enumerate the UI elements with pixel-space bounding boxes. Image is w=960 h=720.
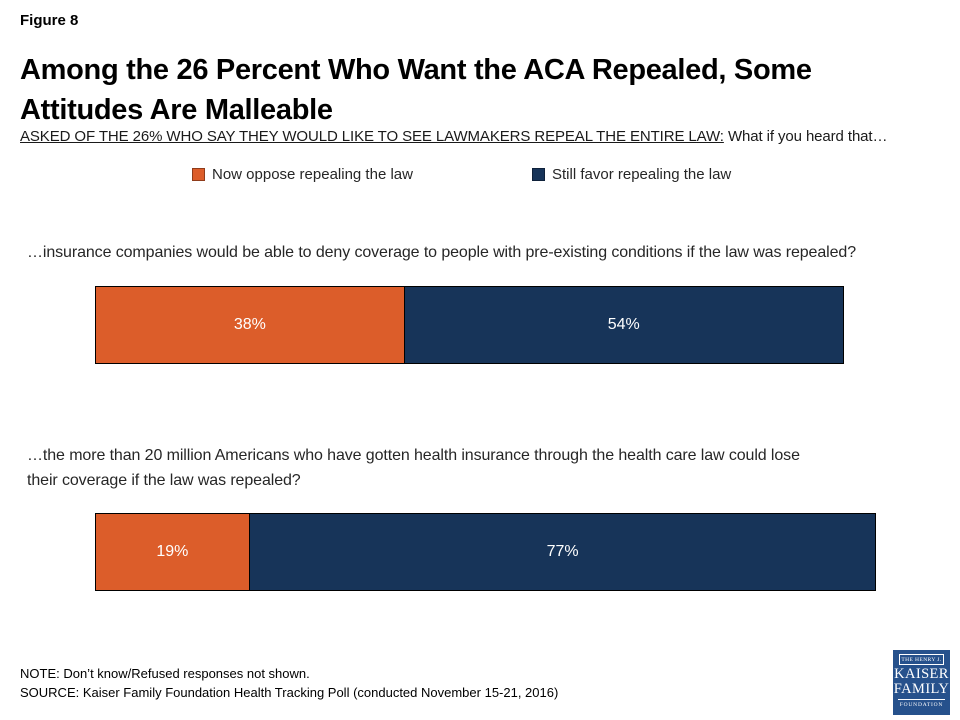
subtitle-asked-of: ASKED OF THE 26% WHO SAY THEY WOULD LIKE… [20,128,724,145]
legend-swatch-oppose-icon [192,168,205,181]
bar-1-favor-value-label: 54% [607,316,640,333]
legend-item-oppose: Now oppose repealing the law [192,166,413,183]
bar-2-segment-oppose: 19% [95,513,250,591]
bar-row-2: 19% 77% [95,513,877,591]
subtitle: ASKED OF THE 26% WHO SAY THEY WOULD LIKE… [20,128,950,145]
footer-note: NOTE: Don’t know/Refused responses not s… [20,666,310,681]
bar-1-oppose-value-label: 38% [233,316,266,333]
bar-2-segment-favor: 77% [248,513,877,591]
bar-1-segment-favor: 54% [403,286,844,364]
footer-source: SOURCE: Kaiser Family Foundation Health … [20,685,559,700]
legend-label-favor: Still favor repealing the law [552,166,732,183]
bar-row-1: 38% 54% [95,286,844,364]
logo-line-the-henry-j: THE HENRY J. [899,654,944,665]
bar-2-favor-value-label: 77% [546,543,579,560]
legend-swatch-favor-icon [532,168,545,181]
logo-line-kaiser: KAISER [894,665,949,682]
figure-label: Figure 8 [20,12,79,29]
bar-2-oppose-value-label: 19% [156,543,189,560]
legend-label-oppose: Now oppose repealing the law [212,166,413,183]
logo-line-foundation: FOUNDATION [898,698,945,708]
legend-item-favor: Still favor repealing the law [532,166,731,183]
subtitle-rest: What if you heard that… [723,128,888,145]
logo-line-family: FAMILY [893,680,950,697]
question-2: …the more than 20 million Americans who … [27,447,800,489]
kff-logo: THE HENRY J. KAISER FAMILY FOUNDATION [893,650,950,715]
question-1: …insurance companies would be able to de… [27,244,857,261]
bar-1-segment-oppose: 38% [95,286,405,364]
page-title: Among the 26 Percent Who Want the ACA Re… [20,54,812,126]
